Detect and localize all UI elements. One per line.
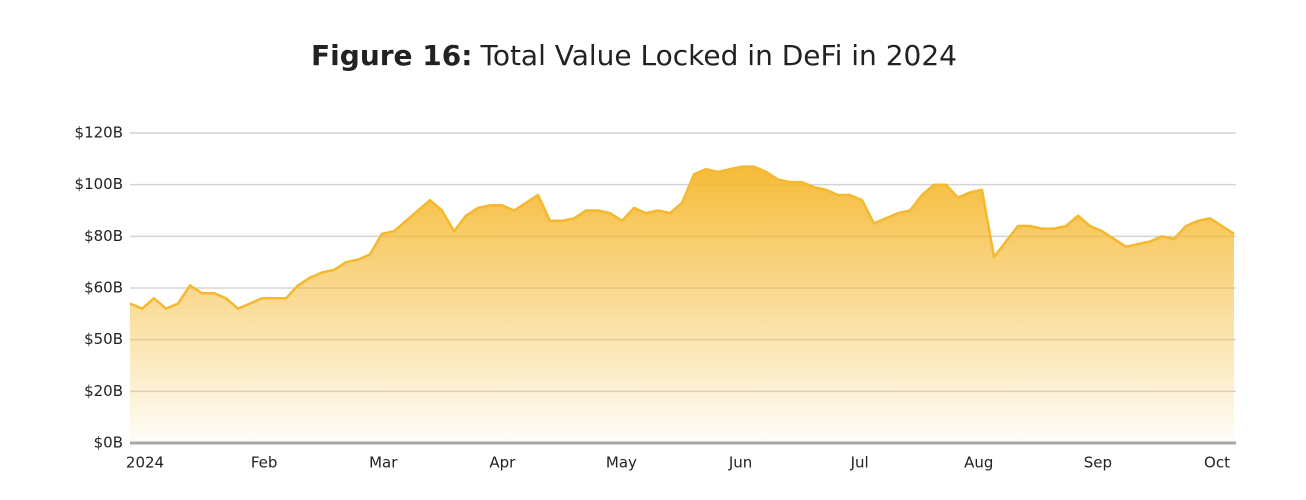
x-tick-label: Aug	[964, 454, 993, 472]
chart-title: Figure 16: Total Value Locked in DeFi in …	[311, 39, 957, 72]
x-tick-label: Oct	[1204, 454, 1230, 472]
x-tick-label: Mar	[369, 454, 398, 472]
line	[129, 165, 1235, 310]
y-tick-label: $80B	[84, 227, 123, 245]
y-tick-label: $60B	[84, 279, 123, 297]
y-tick-label: $120B	[75, 124, 123, 142]
title-text: Total Value Locked in DeFi in 2024	[479, 39, 956, 72]
y-tick-label: $20B	[84, 382, 123, 400]
y-tick-label: $50B	[84, 330, 123, 348]
x-tick-label: 2024	[126, 454, 164, 472]
x-tick-label: Jun	[728, 454, 752, 472]
x-tick-label: Feb	[251, 454, 278, 472]
area	[130, 166, 1234, 443]
title-label: Figure 16:	[311, 39, 472, 72]
x-tick-label: Sep	[1084, 454, 1112, 472]
y-tick-label: $100B	[75, 175, 123, 193]
x-tick-label: Apr	[489, 454, 516, 472]
x-tick-label: Jul	[850, 454, 869, 472]
y-tick-label: $0B	[94, 434, 123, 452]
x-tick-label: May	[606, 454, 637, 472]
